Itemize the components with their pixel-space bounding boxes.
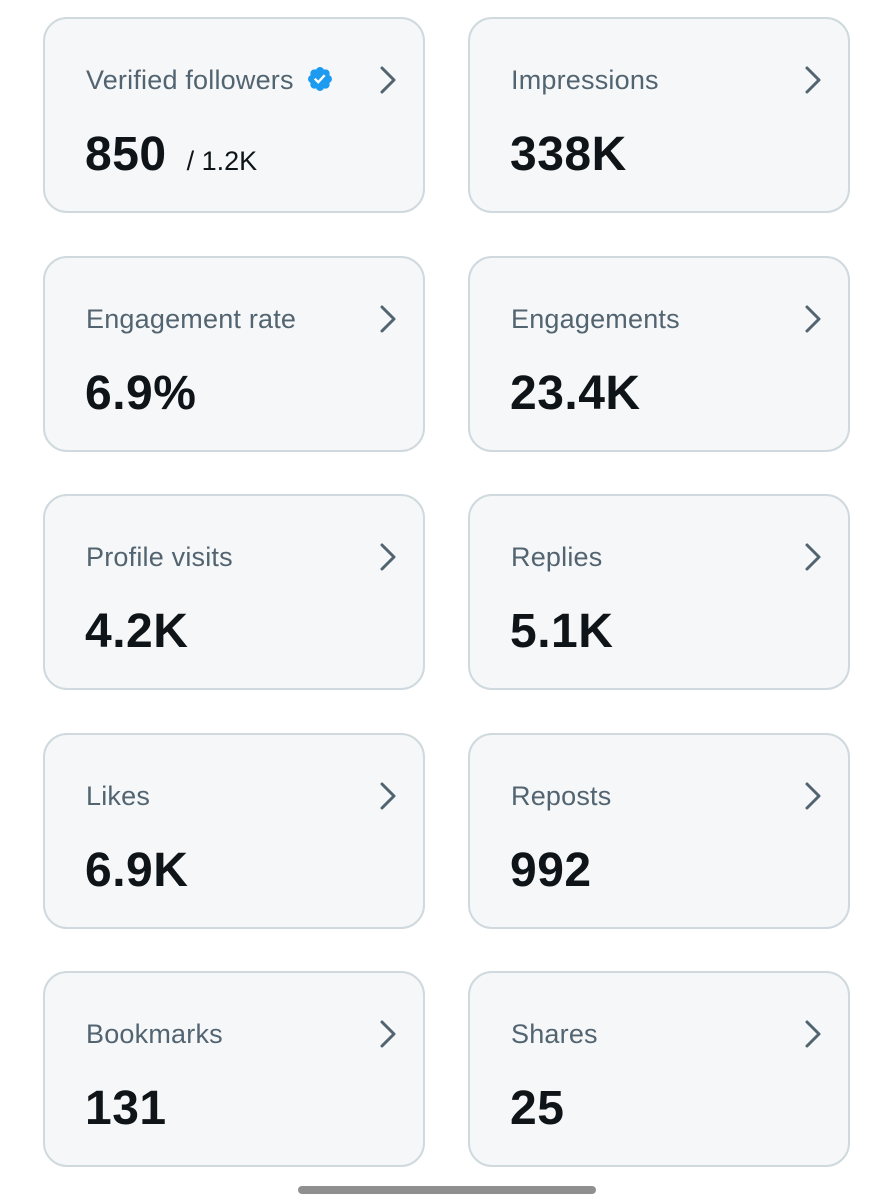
- chevron-right-icon: [380, 543, 396, 571]
- card-value: 131: [85, 1082, 167, 1135]
- chevron-right-icon: [380, 305, 396, 333]
- chevron-right-icon: [380, 66, 396, 94]
- chevron-right-icon: [805, 66, 821, 94]
- card-label: Likes: [86, 781, 151, 811]
- card-label: Shares: [511, 1019, 598, 1049]
- card-value-total: / 1.2K: [186, 146, 258, 176]
- card-value: 23.4K: [510, 367, 641, 420]
- chevron-right-icon: [380, 1020, 396, 1048]
- card-label: Replies: [511, 542, 603, 572]
- card-value: 6.9K: [85, 844, 189, 897]
- card-value: 4.2K: [85, 605, 189, 658]
- card-value: 5.1K: [510, 605, 614, 658]
- chevron-right-icon: [380, 782, 396, 810]
- card-engagements[interactable]: Engagements 23.4K: [468, 256, 850, 452]
- home-indicator[interactable]: [298, 1186, 596, 1194]
- chevron-right-icon: [805, 543, 821, 571]
- card-label: Verified followers: [86, 63, 334, 97]
- card-verified-followers[interactable]: Verified followers 850 / 1.2K: [43, 17, 425, 213]
- card-label-text: Verified followers: [86, 65, 294, 95]
- card-value: 25: [510, 1082, 565, 1135]
- card-reposts[interactable]: Reposts 992: [468, 733, 850, 929]
- card-label: Engagements: [511, 304, 680, 334]
- card-impressions[interactable]: Impressions 338K: [468, 17, 850, 213]
- card-value: 850 / 1.2K: [85, 127, 257, 189]
- chevron-right-icon: [805, 782, 821, 810]
- card-engagement-rate[interactable]: Engagement rate 6.9%: [43, 256, 425, 452]
- verified-badge-icon: [307, 67, 332, 91]
- card-replies[interactable]: Replies 5.1K: [468, 494, 850, 690]
- card-label: Profile visits: [86, 542, 233, 572]
- card-bookmarks[interactable]: Bookmarks 131: [43, 971, 425, 1167]
- card-label: Bookmarks: [86, 1019, 223, 1049]
- card-shares[interactable]: Shares 25: [468, 971, 850, 1167]
- chevron-right-icon: [805, 1020, 821, 1048]
- card-value-text: 850: [85, 128, 167, 181]
- card-label: Engagement rate: [86, 304, 297, 334]
- card-value: 992: [510, 844, 592, 897]
- card-label: Impressions: [511, 65, 659, 95]
- card-likes[interactable]: Likes 6.9K: [43, 733, 425, 929]
- chevron-right-icon: [805, 305, 821, 333]
- card-value: 6.9%: [85, 367, 197, 420]
- card-value: 338K: [510, 128, 627, 181]
- card-profile-visits[interactable]: Profile visits 4.2K: [43, 494, 425, 690]
- card-label: Reposts: [511, 781, 612, 811]
